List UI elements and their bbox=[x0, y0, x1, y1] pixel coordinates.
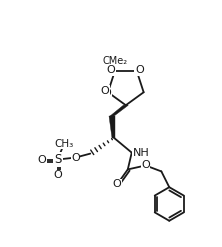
Polygon shape bbox=[110, 105, 128, 116]
Text: O: O bbox=[107, 65, 115, 75]
Text: O: O bbox=[101, 86, 109, 96]
Text: S: S bbox=[54, 153, 61, 166]
Text: CMe₂: CMe₂ bbox=[102, 56, 127, 66]
Text: O: O bbox=[53, 170, 62, 180]
Text: O: O bbox=[38, 155, 46, 165]
Text: NH: NH bbox=[133, 148, 149, 158]
Text: O: O bbox=[113, 179, 121, 189]
Text: O: O bbox=[103, 88, 111, 98]
Text: O: O bbox=[141, 161, 150, 170]
Text: O: O bbox=[71, 153, 80, 163]
Text: O: O bbox=[135, 65, 144, 75]
Text: CH₃: CH₃ bbox=[54, 139, 73, 149]
Polygon shape bbox=[109, 116, 115, 138]
